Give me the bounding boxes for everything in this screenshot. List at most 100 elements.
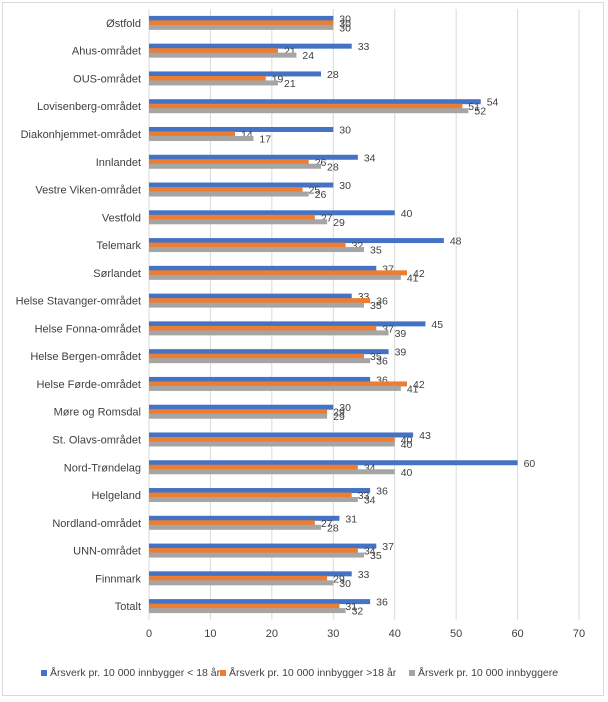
bar bbox=[149, 543, 377, 549]
bar bbox=[149, 99, 481, 105]
bar bbox=[149, 293, 352, 299]
data-label: 48 bbox=[450, 236, 462, 248]
bar bbox=[149, 238, 444, 244]
data-label: 29 bbox=[333, 407, 345, 419]
data-label: 34 bbox=[364, 462, 376, 474]
data-label: 40 bbox=[401, 208, 413, 220]
data-label: 35 bbox=[370, 351, 382, 363]
x-tick-label: 70 bbox=[573, 628, 585, 640]
data-label: 35 bbox=[370, 245, 382, 257]
data-label: 36 bbox=[376, 486, 388, 498]
data-label: 45 bbox=[431, 319, 443, 331]
x-tick-label: 30 bbox=[327, 628, 339, 640]
bar bbox=[149, 242, 346, 248]
data-label: 27 bbox=[321, 518, 333, 530]
data-label: 36 bbox=[376, 374, 388, 386]
data-label: 30 bbox=[339, 578, 351, 590]
bar bbox=[149, 409, 328, 415]
category-label: Møre og Romsdal bbox=[54, 407, 141, 419]
data-label: 37 bbox=[382, 263, 394, 275]
bar bbox=[149, 515, 340, 521]
bar bbox=[149, 71, 321, 77]
data-label: 40 bbox=[401, 439, 413, 451]
category-label: Lovisenberg-området bbox=[37, 101, 141, 113]
category-label: Vestfold bbox=[102, 212, 141, 224]
data-label: 26 bbox=[315, 157, 327, 169]
data-label: 34 bbox=[364, 152, 376, 164]
category-label: Helse Bergen-området bbox=[30, 351, 141, 363]
category-label: OUS-området bbox=[73, 73, 141, 85]
bar bbox=[149, 270, 407, 276]
data-label: 29 bbox=[333, 217, 345, 229]
category-label: Totalt bbox=[115, 601, 141, 613]
data-label: 30 bbox=[339, 180, 351, 192]
bar bbox=[149, 330, 389, 336]
bar bbox=[149, 131, 235, 137]
bar bbox=[149, 302, 364, 308]
data-label: 40 bbox=[401, 434, 413, 446]
bar bbox=[149, 349, 389, 355]
bar bbox=[149, 548, 358, 554]
bar bbox=[149, 353, 364, 359]
bar bbox=[149, 321, 426, 327]
data-label: 36 bbox=[376, 597, 388, 609]
bar bbox=[149, 599, 371, 605]
bar bbox=[149, 325, 377, 331]
data-label: 31 bbox=[345, 513, 357, 525]
bar bbox=[149, 413, 328, 419]
data-label: 29 bbox=[333, 573, 345, 585]
category-label: Sørlandet bbox=[93, 268, 141, 280]
bar bbox=[149, 214, 315, 220]
legend-label: Årsverk pr. 10 000 innbyggere bbox=[418, 666, 558, 679]
bar bbox=[149, 103, 463, 109]
bar bbox=[149, 265, 377, 271]
category-label: Østfold bbox=[106, 18, 141, 30]
data-label: 32 bbox=[352, 606, 364, 618]
data-label: 29 bbox=[333, 411, 345, 423]
data-label: 39 bbox=[395, 347, 407, 359]
data-label: 33 bbox=[358, 41, 370, 53]
bar bbox=[149, 163, 321, 169]
data-label: 33 bbox=[358, 569, 370, 581]
category-label: Finnmark bbox=[95, 573, 141, 585]
data-label: 60 bbox=[524, 458, 536, 470]
bar bbox=[149, 497, 358, 503]
x-tick-label: 50 bbox=[450, 628, 462, 640]
data-label: 19 bbox=[272, 73, 284, 85]
legend-swatch bbox=[220, 670, 226, 676]
data-label: 36 bbox=[376, 296, 388, 308]
data-label: 14 bbox=[241, 129, 253, 141]
category-label: Helse Førde-området bbox=[36, 379, 141, 391]
bar bbox=[149, 524, 321, 530]
bar bbox=[149, 210, 395, 216]
bar bbox=[149, 274, 401, 280]
bar bbox=[149, 552, 364, 558]
legend-label: Årsverk pr. 10 000 innbygger < 18 år bbox=[50, 666, 221, 679]
x-tick-label: 40 bbox=[389, 628, 401, 640]
data-label: 21 bbox=[284, 78, 296, 90]
bar bbox=[149, 108, 469, 114]
category-label: Nordland-området bbox=[52, 518, 141, 530]
bar bbox=[149, 436, 395, 442]
bar bbox=[149, 603, 340, 609]
data-label: 39 bbox=[395, 328, 407, 340]
bar bbox=[149, 15, 334, 21]
data-label: 54 bbox=[487, 97, 499, 109]
data-label: 33 bbox=[358, 291, 370, 303]
bar bbox=[149, 441, 395, 447]
bar bbox=[149, 219, 328, 225]
category-label: Innlandet bbox=[96, 157, 141, 169]
data-label: 30 bbox=[339, 124, 351, 136]
bar bbox=[149, 432, 414, 438]
bar bbox=[149, 575, 328, 581]
data-label: 30 bbox=[339, 18, 351, 30]
data-label: 37 bbox=[382, 323, 394, 335]
data-label: 24 bbox=[302, 50, 314, 62]
bar bbox=[149, 580, 334, 586]
bar bbox=[149, 135, 254, 141]
x-tick-label: 0 bbox=[146, 628, 152, 640]
legend-label: Årsverk pr. 10 000 innbygger >18 år bbox=[229, 666, 397, 679]
bar bbox=[149, 404, 334, 410]
category-label: St. Olavs-området bbox=[52, 434, 141, 446]
